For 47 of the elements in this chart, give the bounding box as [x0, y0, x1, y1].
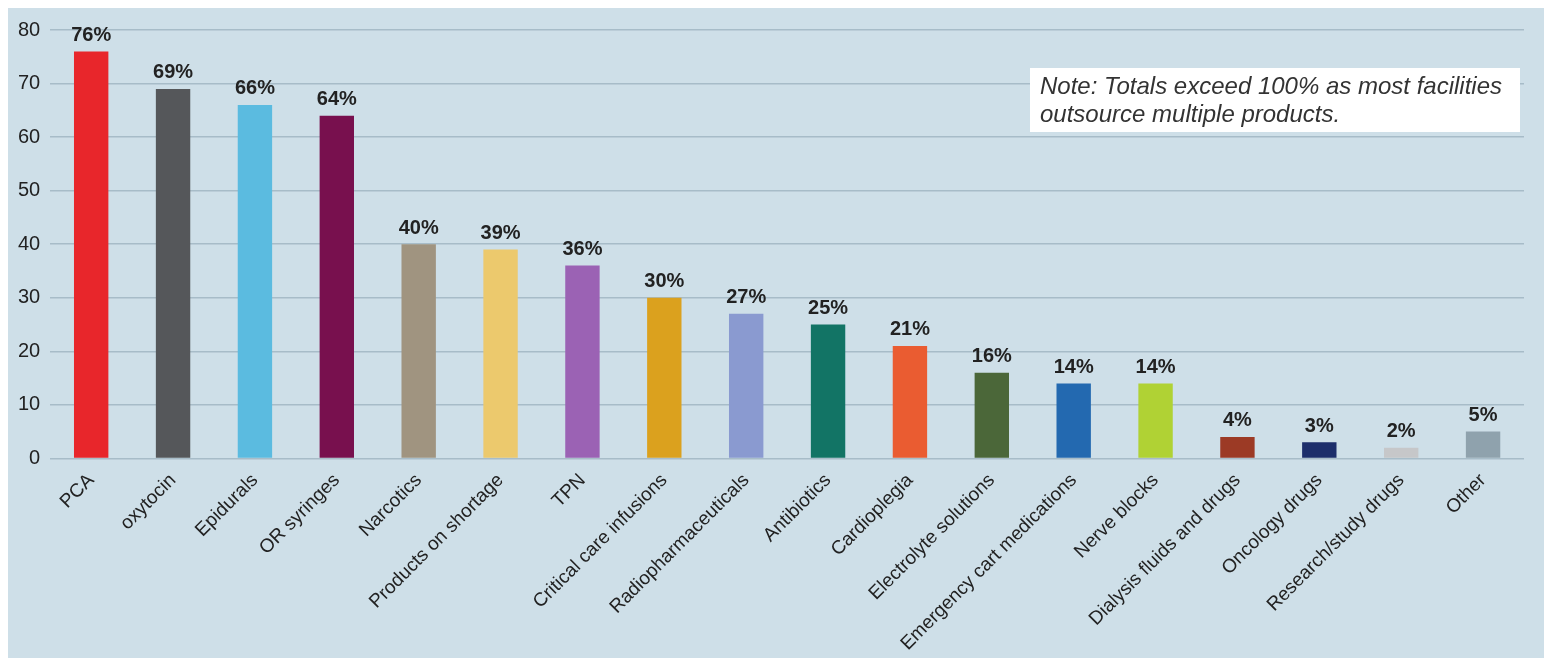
- data-label: 14%: [1135, 354, 1176, 377]
- data-label: 3%: [1304, 413, 1334, 436]
- y-tick-label: 40: [18, 231, 41, 254]
- data-label: 69%: [153, 60, 194, 83]
- data-label: 4%: [1222, 408, 1253, 431]
- y-tick-label: 10: [18, 392, 41, 415]
- data-label: 14%: [1053, 354, 1094, 377]
- data-label: 76%: [71, 22, 112, 45]
- bar: [483, 249, 518, 458]
- bar: [1138, 383, 1173, 458]
- data-label: 39%: [480, 221, 521, 244]
- bar: [810, 324, 846, 458]
- x-tick-label: TPN: [547, 469, 589, 511]
- data-label: 25%: [808, 296, 849, 319]
- bar: [73, 51, 109, 458]
- y-tick-label: 30: [18, 285, 41, 308]
- data-label: 64%: [316, 87, 358, 110]
- data-label: 27%: [726, 285, 767, 308]
- data-label: 30%: [644, 269, 685, 292]
- annotation: Note: Totals exceed 100% as most facilities outsource multiple products.: [1030, 68, 1520, 132]
- bar: [1056, 383, 1091, 458]
- y-tick-label: 70: [18, 71, 41, 94]
- data-label: 16%: [971, 344, 1013, 367]
- data-label: 36%: [562, 237, 603, 260]
- data-label: 5%: [1468, 403, 1498, 426]
- bar: [401, 244, 436, 458]
- y-tick-label: 0: [29, 445, 41, 468]
- bar: [319, 115, 354, 458]
- bar: [1383, 447, 1419, 458]
- y-tick-label: 80: [18, 17, 41, 40]
- bar: [155, 88, 191, 458]
- data-label: 2%: [1386, 419, 1416, 442]
- bar: [237, 104, 273, 458]
- y-tick-label: 60: [18, 124, 41, 147]
- bar: [728, 313, 764, 458]
- y-tick-label: 20: [18, 338, 41, 361]
- bar: [974, 372, 1010, 458]
- bar: [1220, 436, 1255, 458]
- data-label: 66%: [234, 76, 276, 99]
- data-label: 21%: [889, 317, 931, 340]
- bar: [565, 265, 600, 458]
- bar: [647, 297, 682, 458]
- data-label: 40%: [398, 215, 439, 238]
- y-tick-label: 50: [18, 178, 41, 201]
- bar: [1302, 442, 1337, 458]
- bar: [892, 345, 928, 458]
- bar: [1465, 431, 1501, 458]
